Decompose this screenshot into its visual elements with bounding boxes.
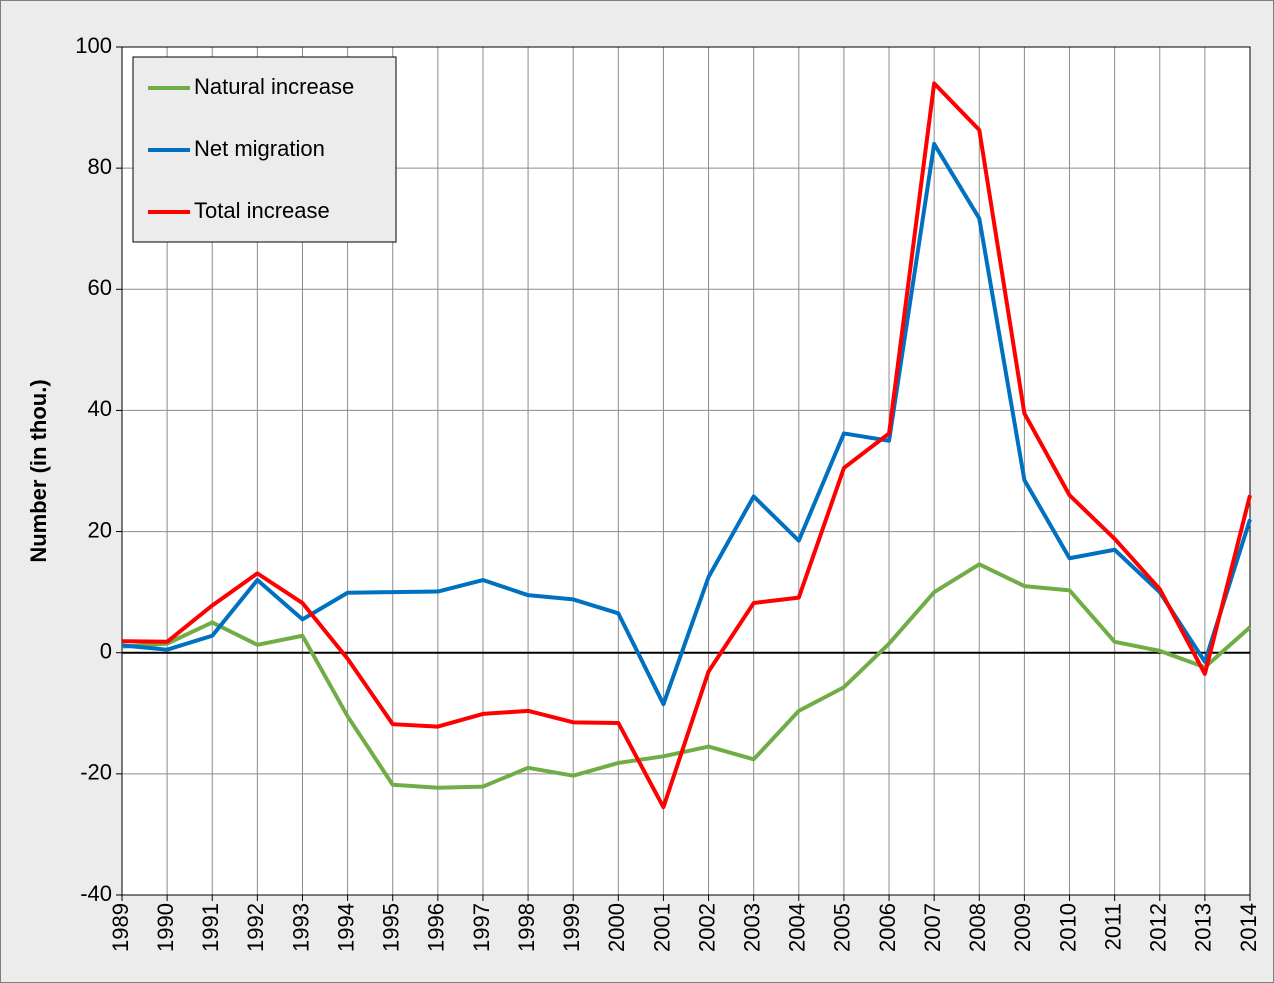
x-tick-label: 1999 <box>559 903 584 952</box>
x-tick-label: 2012 <box>1146 903 1171 952</box>
data-line <box>121 562 1252 790</box>
x-tick-label: 2000 <box>604 903 629 952</box>
legend-label: Total increase <box>194 198 330 223</box>
y-tick-label: 80 <box>88 154 112 179</box>
y-tick-label: -20 <box>80 760 112 785</box>
x-tick-label: 2014 <box>1236 903 1261 952</box>
x-tick-label: 1990 <box>153 903 178 952</box>
x-tick-label: 2010 <box>1055 903 1080 952</box>
x-tick-label: 2003 <box>739 903 764 952</box>
x-tick-label: 1997 <box>469 903 494 952</box>
y-tick-label: 100 <box>75 33 112 58</box>
x-tick-label: 2007 <box>920 903 945 952</box>
y-tick-label: 40 <box>88 396 112 421</box>
x-tick-label: 2006 <box>875 903 900 952</box>
x-tick-label: 2008 <box>965 903 990 952</box>
x-tick-label: 2009 <box>1010 903 1035 952</box>
x-tick-label: 2001 <box>649 903 674 952</box>
y-tick-label: 20 <box>88 517 112 542</box>
x-tick-label: 2013 <box>1191 903 1216 952</box>
data-line <box>121 81 1252 810</box>
x-tick-label: 1998 <box>514 903 539 952</box>
y-tick-label: 60 <box>88 275 112 300</box>
y-axis-label: Number (in thou.) <box>26 379 51 562</box>
x-tick-label: 1989 <box>108 903 133 952</box>
x-tick-label: 1995 <box>379 903 404 952</box>
plot-frame <box>121 46 1251 896</box>
x-tick-label: 2011 <box>1100 903 1125 950</box>
y-tick-label: 0 <box>100 639 112 664</box>
x-tick-label: 2004 <box>785 903 810 952</box>
x-tick-label: 2005 <box>830 903 855 952</box>
x-tick-label: 1994 <box>333 903 358 952</box>
legend-label: Net migration <box>194 136 325 161</box>
x-tick-label: 1996 <box>424 903 449 952</box>
legend-label: Natural increase <box>194 74 354 99</box>
x-tick-label: 2002 <box>694 903 719 952</box>
x-tick-label: 1992 <box>243 903 268 952</box>
x-tick-label: 1991 <box>198 903 223 952</box>
x-tick-label: 1993 <box>288 903 313 952</box>
y-tick-label: -40 <box>80 881 112 906</box>
